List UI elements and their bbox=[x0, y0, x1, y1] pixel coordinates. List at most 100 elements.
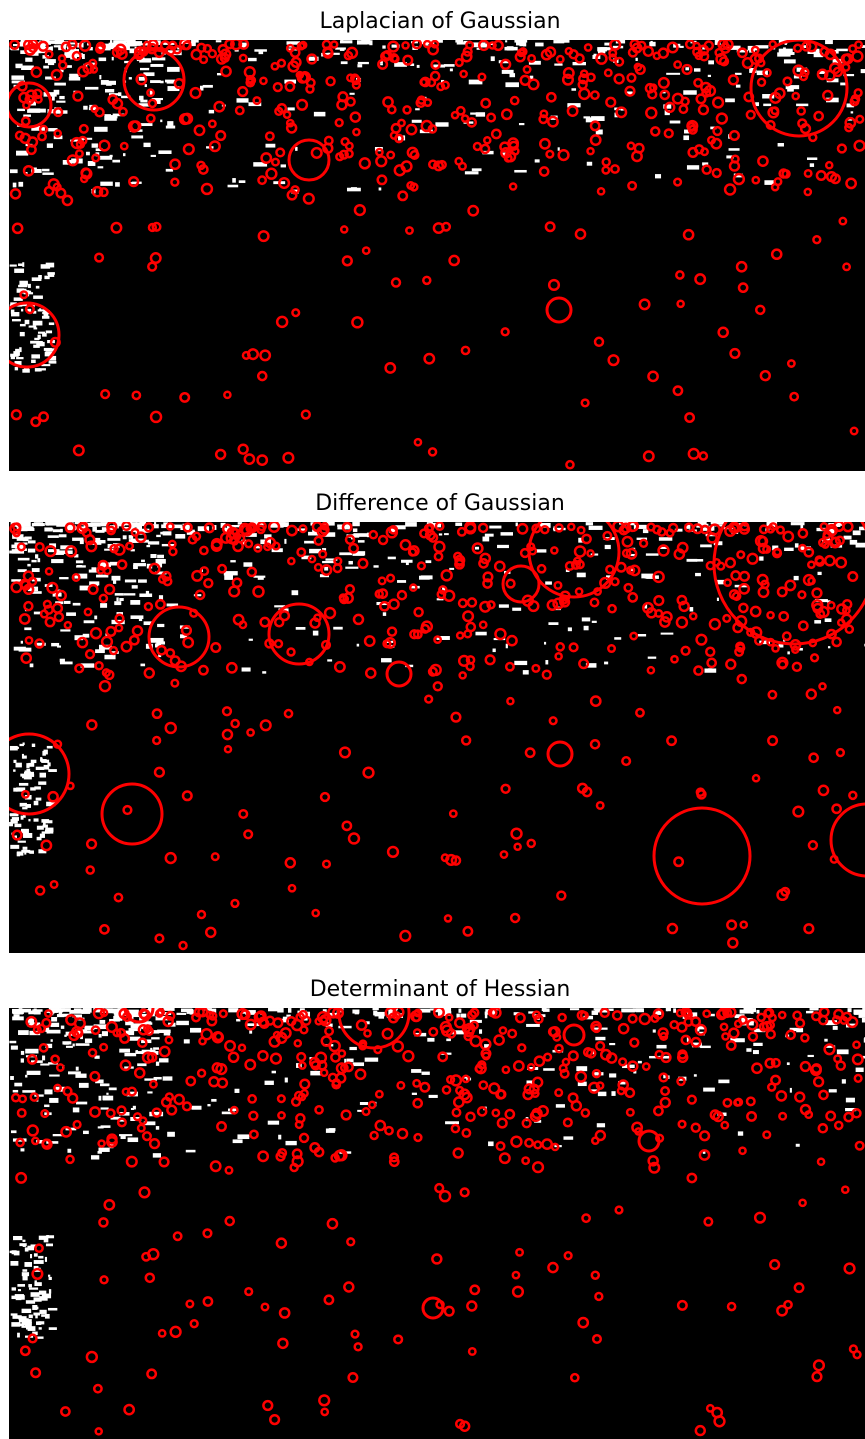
speckle bbox=[38, 332, 45, 334]
speckle bbox=[329, 1128, 336, 1131]
speckle bbox=[485, 534, 494, 537]
speckle bbox=[455, 523, 462, 526]
speckle bbox=[11, 312, 19, 316]
speckle bbox=[95, 530, 104, 533]
speckle bbox=[18, 841, 26, 843]
speckle bbox=[48, 535, 59, 538]
speckle bbox=[98, 166, 104, 168]
speckle bbox=[216, 40, 222, 42]
speckle bbox=[10, 169, 18, 173]
speckle bbox=[19, 1008, 23, 1011]
image-panel bbox=[0, 484, 865, 953]
speckle bbox=[586, 522, 593, 525]
speckle bbox=[37, 335, 40, 339]
speckle bbox=[30, 664, 34, 668]
speckle bbox=[254, 576, 266, 578]
speckle bbox=[38, 1256, 43, 1259]
speckle bbox=[548, 622, 558, 625]
speckle bbox=[373, 1008, 379, 1010]
speckle bbox=[10, 746, 18, 750]
speckle bbox=[12, 319, 21, 321]
speckle bbox=[133, 1106, 136, 1110]
speckle bbox=[348, 561, 352, 564]
speckle bbox=[455, 40, 463, 43]
speckle bbox=[51, 1024, 59, 1026]
speckle bbox=[687, 559, 698, 562]
speckle bbox=[605, 545, 611, 549]
speckle bbox=[79, 1083, 89, 1088]
speckle bbox=[22, 522, 25, 525]
speckle bbox=[556, 1104, 565, 1108]
speckle bbox=[488, 1141, 494, 1146]
speckle bbox=[29, 1288, 38, 1290]
speckle bbox=[33, 345, 40, 348]
speckle bbox=[18, 1289, 21, 1291]
speckle bbox=[25, 537, 32, 540]
speckle bbox=[687, 165, 699, 169]
speckle bbox=[636, 1008, 644, 1012]
speckle bbox=[380, 63, 383, 65]
speckle bbox=[167, 121, 173, 126]
speckle bbox=[73, 1107, 79, 1112]
speckle bbox=[191, 40, 199, 43]
speckle bbox=[696, 559, 703, 562]
speckle bbox=[465, 171, 479, 174]
speckle bbox=[485, 1014, 488, 1018]
speckle bbox=[10, 845, 19, 849]
speckle bbox=[49, 322, 54, 325]
speckle bbox=[445, 1121, 459, 1124]
speckle bbox=[611, 1091, 615, 1096]
speckle bbox=[460, 1014, 466, 1018]
speckle bbox=[604, 43, 609, 46]
speckle bbox=[21, 309, 23, 312]
speckle bbox=[34, 801, 39, 805]
speckle bbox=[476, 112, 485, 116]
speckle bbox=[856, 543, 865, 548]
speckle bbox=[47, 143, 53, 148]
speckle bbox=[446, 1039, 451, 1042]
speckle bbox=[51, 1017, 57, 1022]
speckle bbox=[685, 67, 689, 70]
speckle bbox=[40, 368, 46, 370]
speckle bbox=[295, 147, 297, 151]
speckle bbox=[9, 1041, 16, 1043]
speckle bbox=[83, 106, 87, 110]
speckle bbox=[388, 557, 396, 560]
speckle bbox=[27, 564, 30, 567]
speckle bbox=[34, 818, 39, 821]
speckle bbox=[333, 627, 342, 630]
speckle bbox=[475, 547, 479, 550]
speckle bbox=[247, 1023, 260, 1026]
speckle bbox=[95, 649, 105, 653]
speckle bbox=[133, 565, 138, 569]
page: Laplacian of GaussianDifference of Gauss… bbox=[0, 0, 865, 1439]
speckle bbox=[784, 59, 796, 63]
speckle bbox=[190, 1028, 201, 1033]
speckle bbox=[666, 73, 680, 75]
speckle bbox=[85, 87, 98, 90]
speckle bbox=[36, 286, 40, 289]
speckle bbox=[357, 644, 359, 647]
speckle bbox=[64, 601, 71, 604]
speckle bbox=[595, 1037, 605, 1040]
speckle bbox=[512, 608, 521, 611]
speckle bbox=[99, 1096, 102, 1101]
speckle bbox=[39, 1327, 42, 1329]
speckle bbox=[160, 120, 162, 123]
speckle bbox=[21, 829, 29, 833]
speckle bbox=[36, 109, 46, 113]
speckle bbox=[509, 73, 515, 77]
speckle bbox=[744, 1008, 756, 1012]
speckle bbox=[429, 1095, 438, 1098]
speckle bbox=[284, 539, 286, 544]
speckle bbox=[350, 93, 355, 95]
speckle bbox=[411, 1069, 421, 1073]
speckle bbox=[759, 556, 763, 560]
speckle bbox=[128, 1137, 139, 1142]
speckle bbox=[33, 321, 43, 326]
speckle bbox=[796, 104, 808, 107]
speckle bbox=[130, 600, 140, 605]
speckle bbox=[795, 543, 799, 547]
speckle bbox=[34, 1297, 42, 1301]
speckle bbox=[597, 1123, 605, 1127]
